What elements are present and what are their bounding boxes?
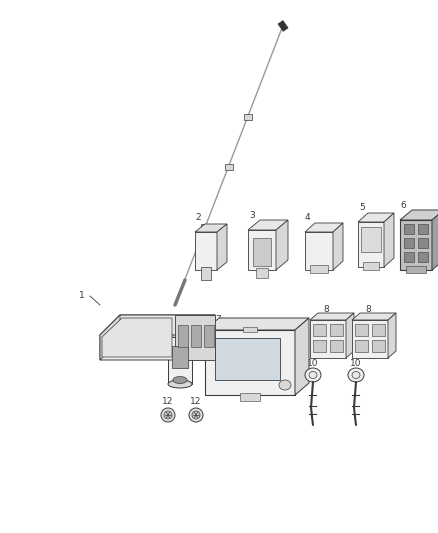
Polygon shape [100, 315, 215, 360]
Bar [168, 334, 192, 384]
Polygon shape [102, 318, 172, 357]
Polygon shape [217, 224, 227, 270]
Ellipse shape [168, 380, 192, 388]
Text: 11: 11 [157, 318, 169, 327]
Bar [191, 325, 201, 347]
Bar [310, 265, 328, 273]
Polygon shape [352, 320, 388, 358]
Bar [406, 266, 426, 273]
Polygon shape [358, 213, 394, 222]
Bar [201, 224, 209, 230]
Ellipse shape [164, 411, 172, 419]
Bar [372, 324, 385, 336]
Polygon shape [205, 318, 309, 330]
Polygon shape [201, 267, 211, 280]
Bar [240, 393, 260, 401]
Ellipse shape [161, 408, 175, 422]
Ellipse shape [279, 380, 291, 390]
Bar [418, 238, 428, 248]
Polygon shape [305, 232, 333, 270]
Polygon shape [195, 232, 217, 270]
Bar [172, 346, 188, 368]
Ellipse shape [192, 411, 200, 419]
Text: 5: 5 [359, 204, 365, 213]
Bar [404, 238, 414, 248]
Text: 1: 1 [79, 290, 85, 300]
Bar [355, 324, 368, 336]
Bar [404, 252, 414, 262]
Text: 10: 10 [307, 359, 319, 367]
Polygon shape [276, 220, 288, 270]
Text: 2: 2 [195, 214, 201, 222]
Bar [355, 340, 368, 352]
Polygon shape [358, 222, 384, 267]
Bar [313, 324, 326, 336]
Polygon shape [400, 220, 432, 270]
Ellipse shape [305, 368, 321, 382]
Polygon shape [195, 224, 227, 232]
Bar [278, 21, 288, 31]
Ellipse shape [352, 372, 360, 378]
Text: 6: 6 [400, 200, 406, 209]
Bar [363, 262, 379, 270]
Bar [243, 327, 257, 332]
Bar [404, 224, 414, 234]
Polygon shape [205, 330, 295, 395]
Polygon shape [248, 230, 276, 270]
Text: 10: 10 [350, 359, 362, 367]
Bar [244, 114, 252, 119]
Bar [418, 224, 428, 234]
Polygon shape [100, 315, 215, 335]
Polygon shape [400, 210, 438, 220]
Text: 8: 8 [323, 305, 329, 314]
Polygon shape [333, 223, 343, 270]
Text: 7: 7 [215, 316, 221, 325]
Polygon shape [388, 313, 396, 358]
Bar [330, 324, 343, 336]
Polygon shape [100, 315, 120, 360]
Bar [418, 252, 428, 262]
Polygon shape [310, 313, 354, 320]
Text: 12: 12 [191, 398, 201, 407]
Polygon shape [248, 220, 288, 230]
Polygon shape [310, 320, 346, 358]
Polygon shape [175, 315, 215, 360]
Polygon shape [253, 238, 271, 266]
Bar [372, 340, 385, 352]
Bar [215, 338, 280, 380]
Polygon shape [384, 213, 394, 267]
Ellipse shape [189, 408, 203, 422]
Ellipse shape [173, 376, 187, 384]
Ellipse shape [348, 368, 364, 382]
Bar [361, 227, 381, 252]
Bar [313, 340, 326, 352]
Polygon shape [295, 318, 309, 395]
Text: 12: 12 [162, 398, 174, 407]
Bar [256, 268, 268, 278]
Polygon shape [346, 313, 354, 358]
Text: 4: 4 [304, 214, 310, 222]
Polygon shape [305, 223, 343, 232]
Bar [225, 164, 233, 169]
Bar [330, 340, 343, 352]
Text: 3: 3 [249, 212, 255, 221]
Ellipse shape [168, 330, 192, 338]
Polygon shape [432, 210, 438, 270]
Bar [178, 325, 188, 347]
Ellipse shape [309, 372, 317, 378]
Text: 8: 8 [365, 305, 371, 314]
Polygon shape [352, 313, 396, 320]
Bar [204, 325, 214, 347]
